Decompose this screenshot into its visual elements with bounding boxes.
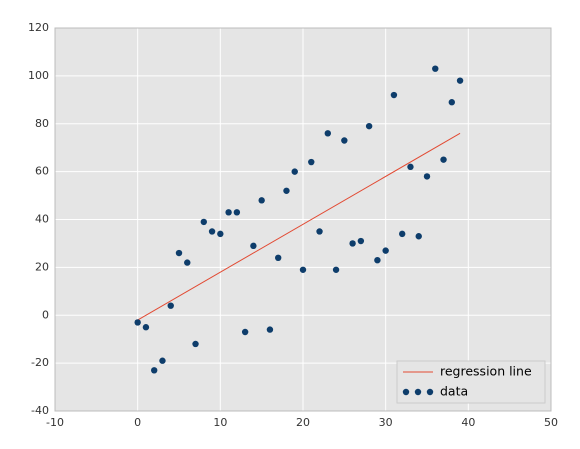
y-tick-label: 40 <box>35 213 49 226</box>
data-point <box>266 326 274 333</box>
data-point <box>134 319 141 326</box>
data-point <box>374 256 381 264</box>
data-point <box>208 228 216 235</box>
data-point <box>357 237 365 245</box>
data-point <box>159 357 166 364</box>
x-tick-label: 10 <box>213 416 227 429</box>
data-point <box>200 218 207 226</box>
data-point <box>382 247 389 254</box>
legend-swatch <box>414 388 422 396</box>
data-point <box>432 65 439 72</box>
data-point <box>440 156 447 163</box>
data-point <box>225 209 232 216</box>
data-point <box>167 302 174 309</box>
data-point <box>365 122 373 130</box>
x-tick-label: 0 <box>134 416 141 429</box>
data-point <box>316 228 323 235</box>
data-point <box>250 242 257 250</box>
data-point <box>241 328 249 336</box>
data-point <box>175 249 183 257</box>
x-tick-label: -10 <box>46 416 64 429</box>
data-point <box>332 266 340 273</box>
data-point <box>456 77 464 84</box>
data-point <box>415 233 422 240</box>
data-point <box>349 240 356 247</box>
data-point <box>283 187 290 194</box>
data-point <box>407 163 414 171</box>
data-point <box>324 130 331 137</box>
x-tick-label: 50 <box>544 416 558 429</box>
data-point <box>423 173 431 180</box>
x-tick-label: 20 <box>296 416 310 429</box>
data-point <box>184 259 191 266</box>
y-tick-label: -20 <box>31 356 49 369</box>
data-point <box>299 266 307 273</box>
y-tick-label: 120 <box>28 21 49 34</box>
x-tick-label: 40 <box>461 416 475 429</box>
data-point <box>192 340 199 348</box>
data-point <box>142 324 150 331</box>
data-point <box>308 158 315 166</box>
y-tick-label: 100 <box>28 69 49 82</box>
data-point <box>233 209 241 216</box>
data-point <box>448 99 455 106</box>
legend-label: regression line <box>440 364 532 379</box>
legend-swatch <box>426 388 434 396</box>
data-point <box>151 367 158 374</box>
data-point <box>217 230 224 238</box>
data-point <box>291 168 298 175</box>
x-tick-label: 30 <box>379 416 393 429</box>
y-tick-label: -40 <box>31 404 49 417</box>
regression-line <box>137 132 461 321</box>
legend-label: data <box>440 384 468 399</box>
y-tick-label: 60 <box>35 165 49 178</box>
data-point <box>390 91 398 99</box>
data-point <box>258 197 265 204</box>
data-point <box>341 137 348 144</box>
data-point <box>275 254 282 261</box>
plot-frame <box>54 27 552 412</box>
legend-box <box>396 360 546 404</box>
y-tick-label: 20 <box>35 260 49 273</box>
legend-swatch <box>402 388 410 396</box>
y-tick-label: 80 <box>35 117 49 130</box>
data-point <box>399 230 406 238</box>
y-tick-label: 0 <box>42 308 49 321</box>
